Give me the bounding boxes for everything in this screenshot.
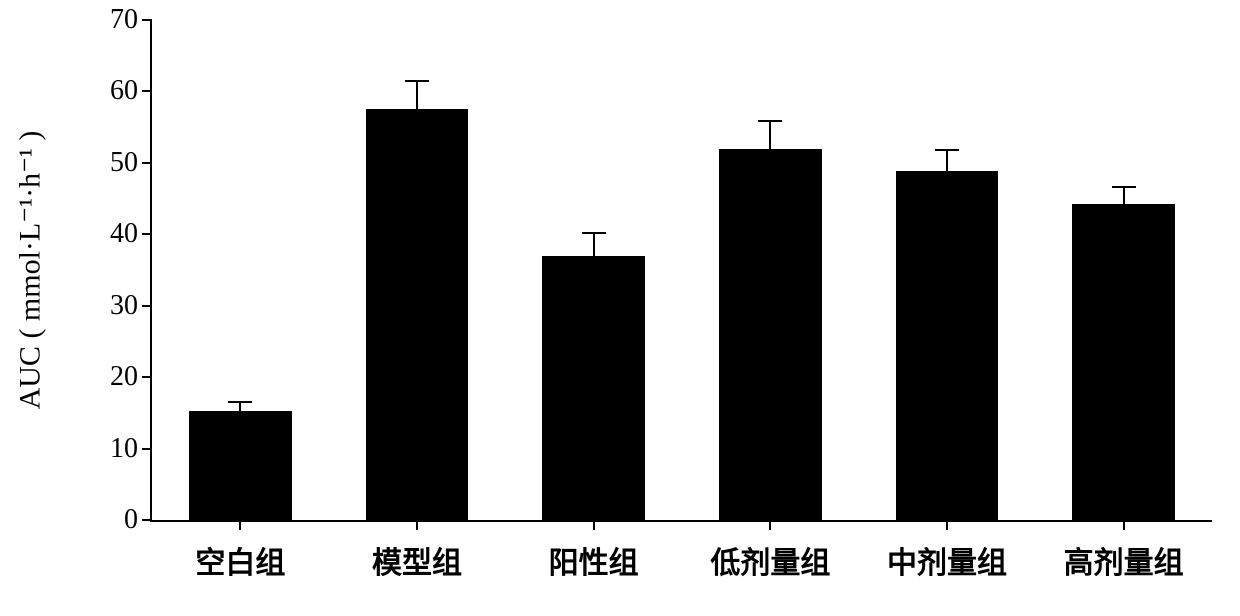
bar — [896, 171, 998, 520]
x-tick — [416, 520, 418, 530]
y-tick-label: 50 — [110, 147, 138, 179]
error-bar — [239, 402, 241, 411]
plot-area: 010203040506070空白组模型组阳性组低剂量组中剂量组高剂量组 — [150, 20, 1212, 522]
y-tick — [142, 233, 152, 235]
y-tick-label: 10 — [110, 433, 138, 465]
x-category-label: 低剂量组 — [710, 538, 830, 582]
x-tick — [593, 520, 595, 530]
y-tick — [142, 376, 152, 378]
x-category-label: 空白组 — [195, 538, 285, 582]
error-bar — [416, 81, 418, 110]
bar — [189, 411, 291, 520]
bar — [1072, 204, 1174, 520]
y-tick-label: 60 — [110, 75, 138, 107]
error-bar — [593, 233, 595, 256]
error-bar — [769, 121, 771, 148]
error-cap — [758, 120, 782, 122]
x-tick — [239, 520, 241, 530]
x-category-label: 中剂量组 — [887, 538, 1007, 582]
x-category-label: 阳性组 — [549, 538, 639, 582]
error-bar — [1123, 187, 1125, 203]
error-cap — [1112, 186, 1136, 188]
y-tick-label: 70 — [110, 4, 138, 36]
y-tick-label: 0 — [124, 504, 138, 536]
y-axis-title: AUC ( mmol·L⁻¹·h⁻¹ ) — [13, 131, 48, 410]
y-tick — [142, 19, 152, 21]
error-cap — [935, 149, 959, 151]
y-tick — [142, 305, 152, 307]
x-tick — [946, 520, 948, 530]
y-tick — [142, 519, 152, 521]
y-tick — [142, 90, 152, 92]
y-tick-label: 40 — [110, 218, 138, 250]
x-category-label: 模型组 — [372, 538, 462, 582]
y-tick — [142, 448, 152, 450]
error-cap — [228, 401, 252, 403]
x-tick — [1123, 520, 1125, 530]
x-tick — [769, 520, 771, 530]
chart-container: AUC ( mmol·L⁻¹·h⁻¹ ) 010203040506070空白组模… — [0, 0, 1240, 616]
y-tick — [142, 162, 152, 164]
y-tick-label: 30 — [110, 290, 138, 322]
x-category-label: 高剂量组 — [1064, 538, 1184, 582]
error-cap — [582, 232, 606, 234]
y-tick-label: 20 — [110, 361, 138, 393]
bar — [366, 109, 468, 520]
bar — [542, 256, 644, 520]
error-cap — [405, 80, 429, 82]
bar — [719, 149, 821, 520]
error-bar — [946, 150, 948, 171]
